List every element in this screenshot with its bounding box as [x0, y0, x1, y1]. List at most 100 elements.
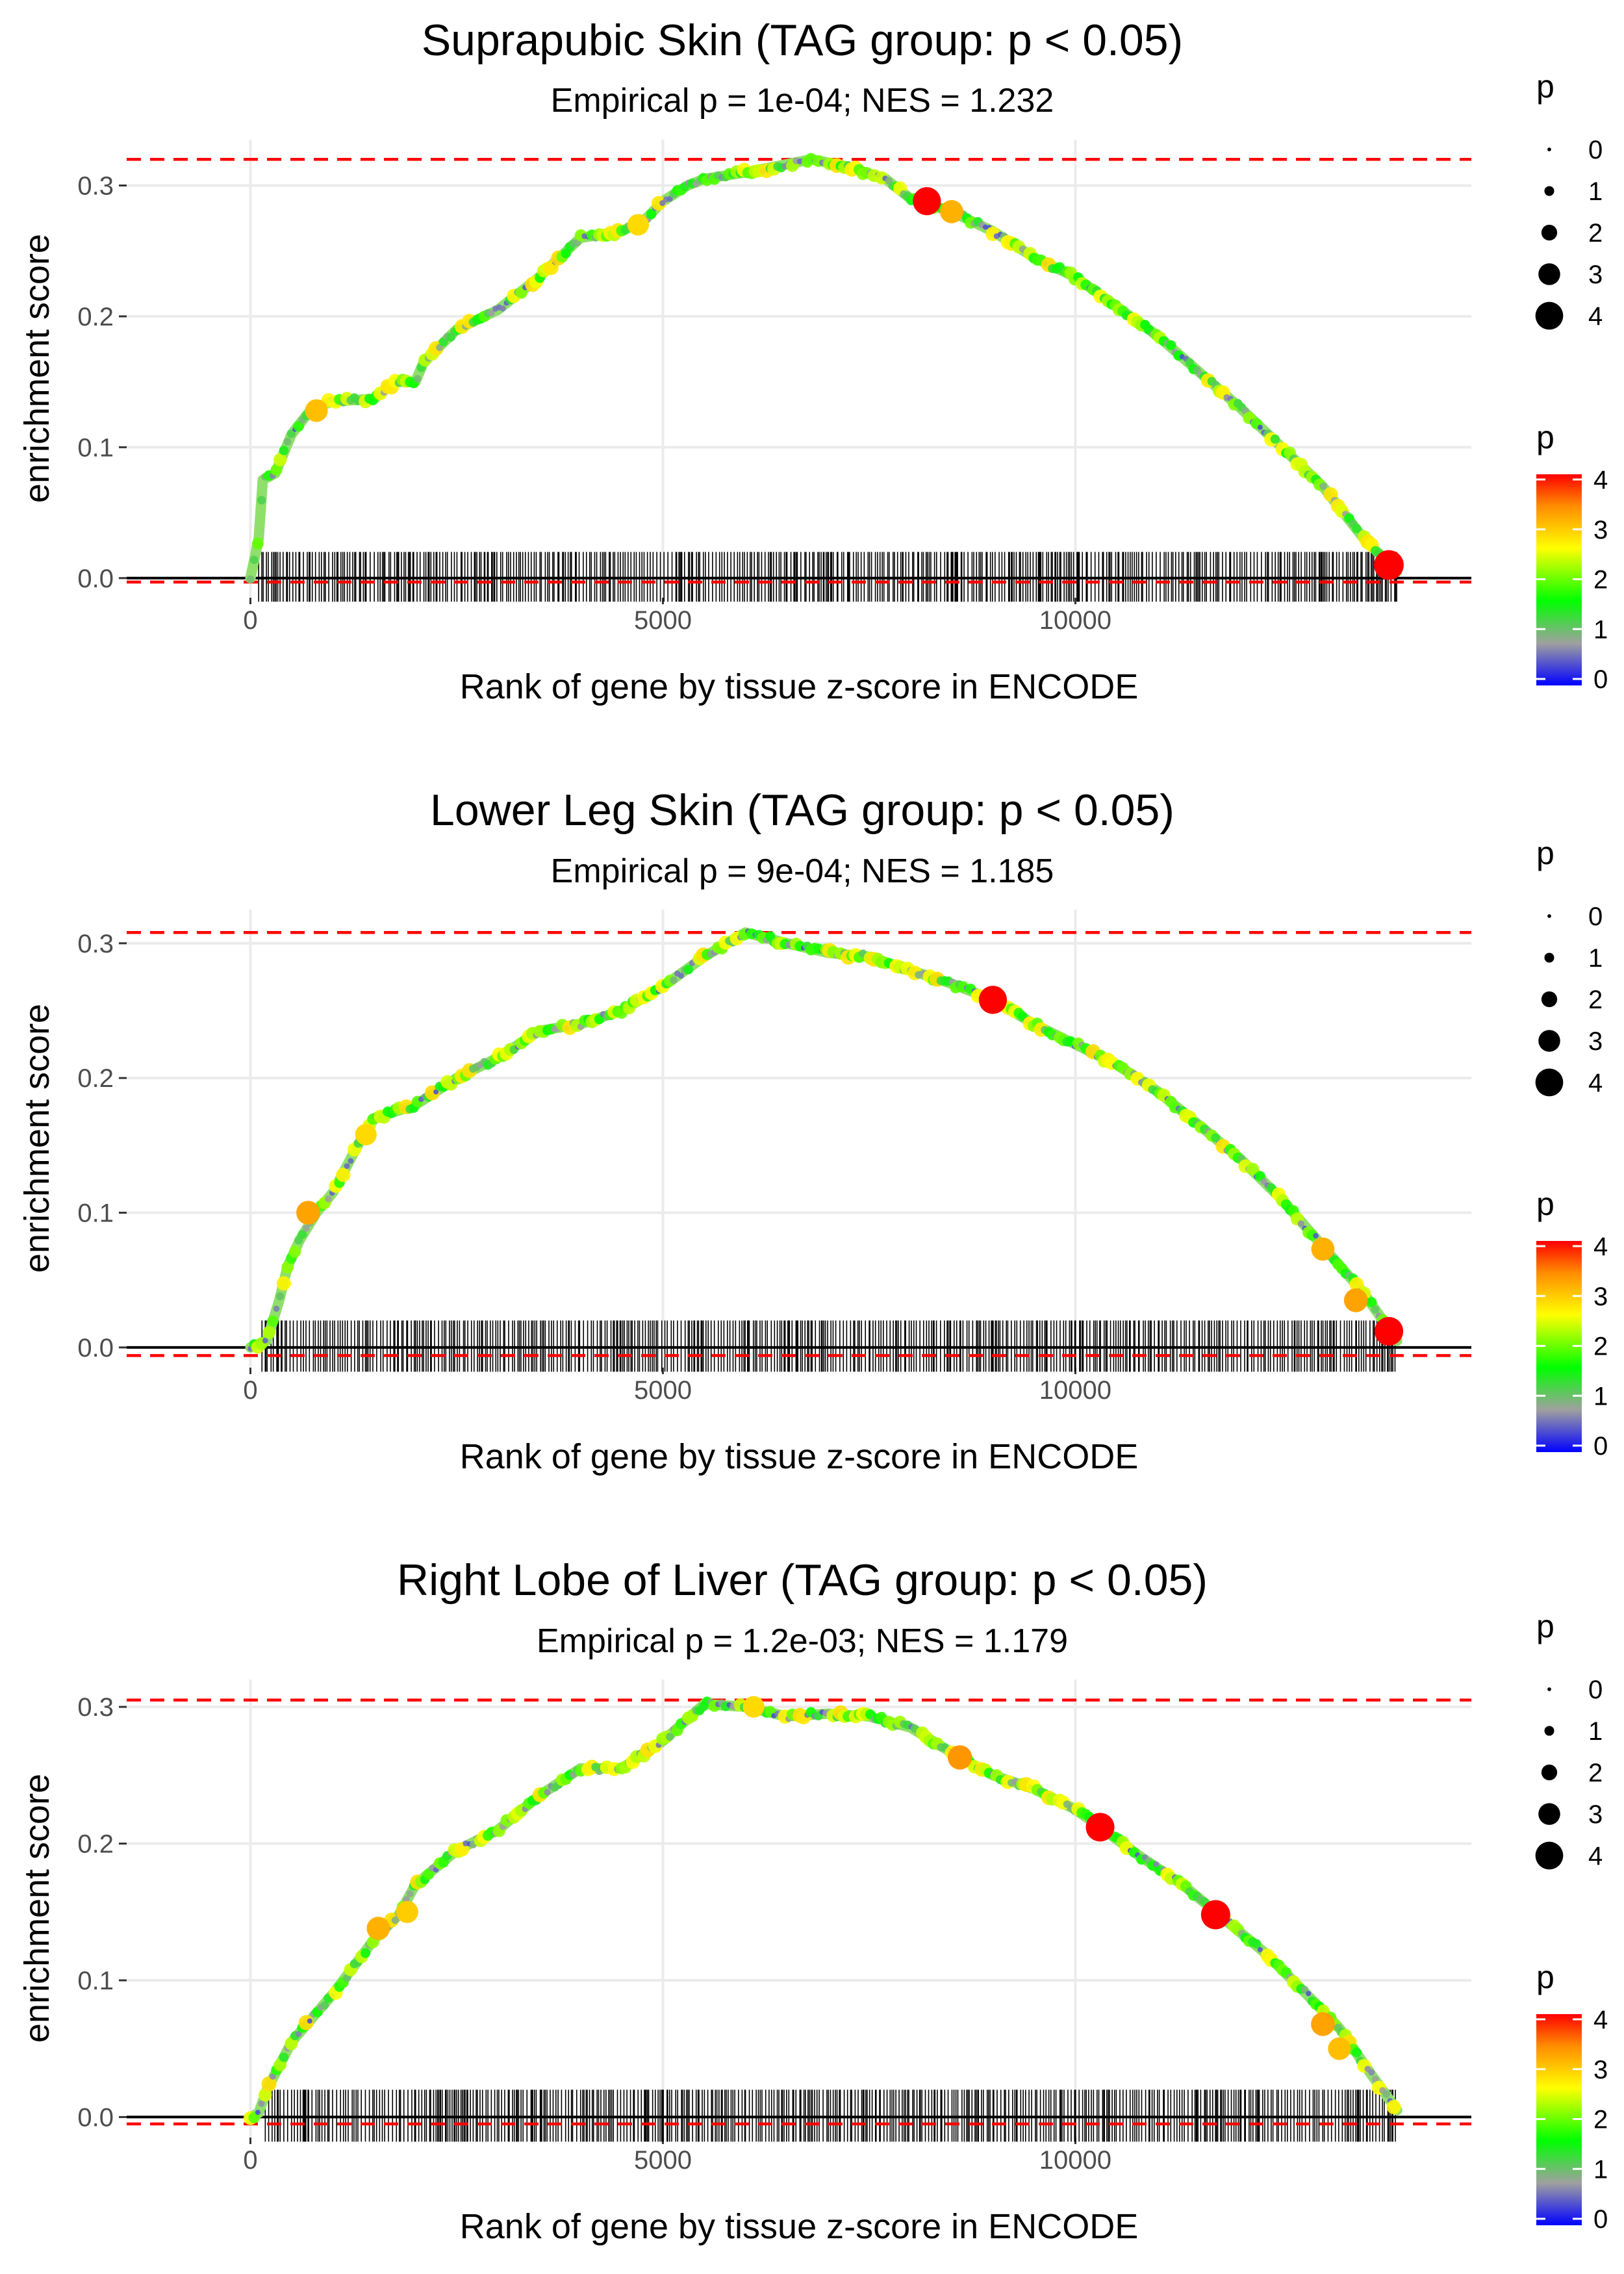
- size-legend-dot: [1535, 1068, 1564, 1097]
- size-legend-dot: [1538, 1030, 1560, 1052]
- gene-point: [544, 1789, 551, 1796]
- y-tick-label: 0.0: [77, 565, 114, 593]
- gene-point: [267, 1315, 279, 1327]
- chart-title: Suprapubic Skin (TAG group: p < 0.05): [422, 16, 1183, 65]
- color-legend-title: p: [1536, 419, 1554, 455]
- size-legend-dot: [1541, 224, 1558, 241]
- x-axis-title: Rank of gene by tissue z-score in ENCODE: [460, 1437, 1138, 1476]
- y-tick-label: 0.1: [77, 1199, 114, 1228]
- gene-point: [255, 2110, 260, 2115]
- gene-point: [273, 1305, 280, 1312]
- y-axis-title: enrichment score: [18, 1774, 57, 2043]
- y-axis-title: enrichment score: [18, 234, 57, 503]
- color-legend: p 0 1 2 3 4: [1536, 419, 1608, 694]
- x-tick-label: 5000: [634, 606, 692, 635]
- x-tick-label: 10000: [1039, 2146, 1111, 2175]
- gene-point: [1166, 340, 1176, 350]
- gene-point: [1386, 2100, 1401, 2115]
- gene-point: [288, 1246, 301, 1258]
- y-tick-label: 0.2: [77, 1830, 114, 1859]
- size-legend-label: 4: [1588, 302, 1603, 331]
- y-tick-label: 0.0: [77, 2103, 114, 2132]
- color-legend-label: 0: [1593, 665, 1608, 694]
- highlight-point: [1343, 1288, 1368, 1312]
- enrichment-points: [247, 928, 1404, 1354]
- highlight-point: [1374, 550, 1404, 580]
- gene-point: [342, 1974, 351, 1982]
- gene-point: [296, 2030, 302, 2038]
- gene-point: [678, 973, 684, 979]
- highlight-point: [1311, 1237, 1335, 1261]
- gene-point: [683, 964, 694, 975]
- highlight-point: [1085, 1813, 1115, 1842]
- size-legend-dot: [1535, 301, 1564, 330]
- gene-point: [1313, 1233, 1319, 1239]
- gene-point: [488, 309, 496, 316]
- size-legend-label: 4: [1588, 1842, 1603, 1871]
- highlight-point: [627, 214, 649, 236]
- x-tick-label: 10000: [1039, 606, 1111, 635]
- chart-title: Right Lobe of Liver (TAG group: p < 0.05…: [397, 1555, 1208, 1605]
- size-legend-title: p: [1536, 1608, 1554, 1644]
- size-legend-dot: [1547, 914, 1551, 918]
- size-legend-dot: [1544, 1726, 1554, 1736]
- color-legend-label: 0: [1593, 2205, 1608, 2234]
- gene-point: [259, 2088, 272, 2102]
- gene-point: [413, 375, 422, 383]
- gene-point: [246, 575, 255, 583]
- x-tick-label: 0: [243, 2146, 257, 2175]
- size-legend-dot: [1544, 952, 1554, 963]
- color-legend-label: 1: [1593, 2155, 1608, 2184]
- size-legend: p 0 1 2 3 4: [1535, 68, 1603, 331]
- gene-point: [273, 453, 287, 466]
- gene-point: [1382, 2090, 1390, 2098]
- gene-point: [261, 2076, 277, 2091]
- highlight-point: [1328, 2037, 1351, 2060]
- gene-point: [1352, 524, 1362, 533]
- gene-point: [302, 1225, 310, 1232]
- gene-point: [286, 429, 296, 439]
- size-legend-label: 1: [1588, 944, 1603, 973]
- highlight-point: [947, 1745, 972, 1770]
- gene-point: [659, 200, 666, 207]
- gene-rug: [258, 552, 1397, 602]
- size-legend-label: 4: [1588, 1069, 1603, 1097]
- color-legend-label: 3: [1593, 1283, 1608, 1311]
- chart-subtitle: Empirical p = 1.2e-03; NES = 1.179: [537, 1622, 1068, 1660]
- x-tick-label: 0: [243, 606, 257, 635]
- gene-point: [258, 2100, 265, 2107]
- gene-point: [279, 446, 289, 455]
- plot-area: 0 5000 10000 0.0 0.1 0.2 0.3: [77, 140, 1471, 635]
- gene-point: [1319, 482, 1327, 491]
- color-legend-label: 0: [1593, 1432, 1608, 1461]
- size-legend-dot: [1535, 1841, 1564, 1870]
- size-legend-title: p: [1536, 835, 1554, 871]
- color-legend-label: 4: [1593, 2006, 1608, 2034]
- gene-point: [325, 1195, 332, 1203]
- gene-point: [651, 196, 666, 211]
- chart-panel-3: Right Lobe of Liver (TAG group: p < 0.05…: [18, 1555, 1608, 2246]
- gene-point: [1306, 1991, 1312, 1997]
- enrichment-points: [243, 1696, 1401, 2125]
- size-legend-label: 0: [1588, 136, 1603, 164]
- gene-point: [1297, 1220, 1304, 1227]
- gene-rug: [264, 2089, 1396, 2142]
- size-legend-dot: [1547, 147, 1551, 151]
- size-legend-dot: [1547, 1687, 1551, 1691]
- gene-point: [283, 437, 292, 446]
- size-legend-label: 0: [1588, 902, 1603, 931]
- y-tick-label: 0.3: [77, 930, 114, 958]
- highlight-point: [296, 1201, 320, 1225]
- color-legend-label: 3: [1593, 516, 1608, 544]
- color-legend-label: 2: [1593, 1333, 1608, 1361]
- gene-point: [262, 1338, 268, 1344]
- gene-point: [276, 1276, 291, 1291]
- highlight-point: [940, 199, 963, 224]
- size-legend-label: 3: [1588, 1800, 1603, 1829]
- size-legend-label: 2: [1588, 1759, 1603, 1787]
- gene-point: [281, 1261, 294, 1273]
- chart-panel-2: Lower Leg Skin (TAG group: p < 0.05) Emp…: [18, 786, 1608, 1476]
- color-legend-label: 1: [1593, 615, 1608, 644]
- y-tick-label: 0.2: [77, 1064, 114, 1093]
- x-tick-label: 0: [243, 1376, 257, 1405]
